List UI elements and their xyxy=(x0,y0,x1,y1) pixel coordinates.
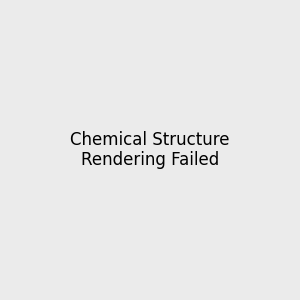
Text: Chemical Structure
Rendering Failed: Chemical Structure Rendering Failed xyxy=(70,130,230,170)
